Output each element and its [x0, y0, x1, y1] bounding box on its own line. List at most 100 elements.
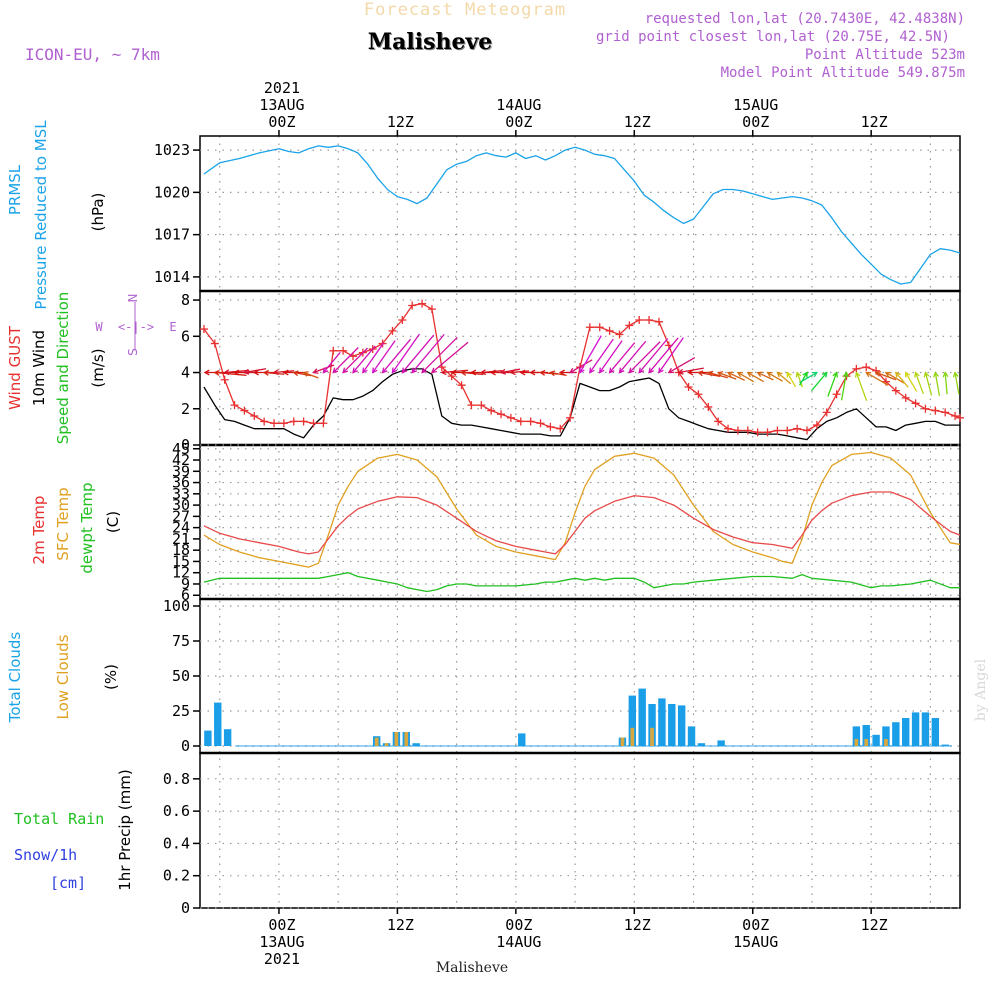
wind-direction-arrow	[510, 370, 530, 374]
wind-arrow-head	[854, 371, 861, 378]
wind-arrow-head	[894, 371, 901, 378]
compass-north: N	[126, 294, 140, 303]
wind-direction-arrow	[589, 338, 614, 373]
panel-label-wind: (m/s)	[89, 348, 107, 387]
bottom-time-label: 00Z	[268, 916, 295, 934]
total-cloud-bar	[862, 725, 870, 746]
wind-arrow-head	[884, 371, 891, 378]
wind-direction-arrow	[431, 341, 469, 374]
y-tick-label: 0	[181, 899, 190, 917]
gust-marker	[694, 390, 703, 399]
wind-arrow-head	[411, 367, 418, 374]
gust-marker	[487, 406, 496, 415]
panel-label-temperature: 2m Temp	[30, 496, 48, 565]
wind-direction-arrow	[855, 372, 868, 401]
wind-arrow-head	[658, 367, 664, 374]
gust-marker	[635, 315, 644, 324]
wind-direction-arrow	[579, 335, 602, 373]
total-cloud-bar	[717, 740, 725, 746]
gust-marker	[753, 428, 762, 437]
wind-arrow-head	[519, 369, 526, 376]
wind-direction-arrow	[372, 340, 396, 373]
wind-arrow-head	[549, 370, 556, 377]
wind-direction-arrow	[727, 371, 745, 381]
wind-direction-arrow	[776, 372, 792, 385]
y-tick-label: 1014	[154, 268, 190, 286]
gust-marker	[605, 326, 614, 335]
wind-arrow-head	[786, 371, 792, 378]
gust-marker	[388, 326, 397, 335]
wind-direction-arrow	[885, 371, 905, 384]
total-cloud-bar	[911, 712, 920, 746]
wind-direction-arrow	[796, 372, 804, 388]
gust-marker	[773, 426, 782, 435]
wind-direction-arrow	[421, 336, 458, 373]
wind-arrow-head	[608, 367, 615, 374]
gust-marker	[951, 412, 960, 421]
requested-coords: requested lon,lat (20.7430E, 42.4838N)	[645, 11, 965, 27]
wind-arrow-head	[470, 369, 477, 376]
gust-marker	[931, 406, 940, 415]
gust-marker	[536, 419, 545, 428]
wind-arrow-head	[942, 371, 949, 378]
y-tick-label: 21	[172, 530, 190, 548]
y-tick-label: 33	[172, 485, 190, 503]
gust-marker	[585, 323, 594, 332]
wind-arrow-head	[322, 367, 329, 374]
wind-arrow-head	[923, 371, 930, 378]
wind-arrow-head	[687, 369, 694, 376]
wind-arrow-head	[292, 370, 299, 377]
wind-arrow-head	[262, 369, 269, 376]
wind-arrow-head	[795, 371, 802, 378]
panel-frame-precip	[199, 752, 961, 909]
wind-direction-arrow	[382, 338, 412, 373]
wind-direction-arrow	[747, 371, 764, 383]
gust-marker	[556, 424, 565, 433]
gust-marker	[289, 417, 298, 426]
gust-marker	[852, 364, 861, 373]
wind-arrow-head	[213, 369, 220, 376]
panel-frame-temperature	[199, 444, 961, 600]
wind-direction-arrow	[264, 371, 285, 375]
gust-marker	[763, 428, 772, 437]
wind-direction-arrow	[411, 333, 445, 373]
precip-legend-rain: Total Rain	[14, 810, 104, 828]
total-cloud-bar	[628, 695, 637, 746]
y-tick-label: 24	[172, 519, 190, 537]
wind-arrow-head	[736, 371, 743, 378]
wind-arrow-head	[332, 367, 339, 374]
wind-arrow-head	[832, 371, 839, 378]
gust-marker	[803, 426, 812, 435]
panel-label-temperature: (C)	[104, 511, 122, 533]
credit-label: by Angel	[973, 658, 989, 721]
y-tick-label: 0	[181, 737, 190, 755]
gust-marker	[625, 321, 634, 330]
gust-marker	[240, 406, 249, 415]
wind-direction-arrow	[895, 372, 909, 388]
wind-direction-arrow	[214, 371, 247, 376]
low-cloud-bar	[884, 739, 888, 746]
wind-arrow-head	[430, 367, 437, 374]
total-cloud-bar	[214, 702, 222, 746]
location-title: Malisheve	[368, 29, 492, 55]
wind-arrow-head	[905, 371, 911, 378]
panel-label-wind: Wind GUST	[6, 325, 24, 410]
panel-label-clouds: Low Clouds	[54, 634, 72, 719]
wind-arrow-head	[914, 371, 920, 378]
wind-arrow-head	[865, 371, 872, 378]
forecast-title: Forecast Meteogram	[364, 0, 566, 20]
wind-arrow-head	[391, 367, 398, 374]
wind-arrow-head	[811, 371, 819, 378]
wind-direction-arrow	[362, 342, 385, 373]
y-tick-label: 0.2	[163, 867, 190, 885]
wind-direction-arrow	[342, 347, 368, 373]
y-tick-label: 75	[172, 632, 190, 650]
wind-arrow-head	[707, 370, 714, 377]
total-cloud-bar	[892, 722, 900, 746]
wind-arrow-head	[401, 367, 408, 374]
y-tick-label: 9	[181, 575, 190, 593]
total-cloud-bar	[668, 704, 676, 746]
wind-arrow-head	[648, 367, 654, 374]
wind-arrow-head	[716, 371, 724, 377]
gust-marker	[230, 401, 239, 410]
